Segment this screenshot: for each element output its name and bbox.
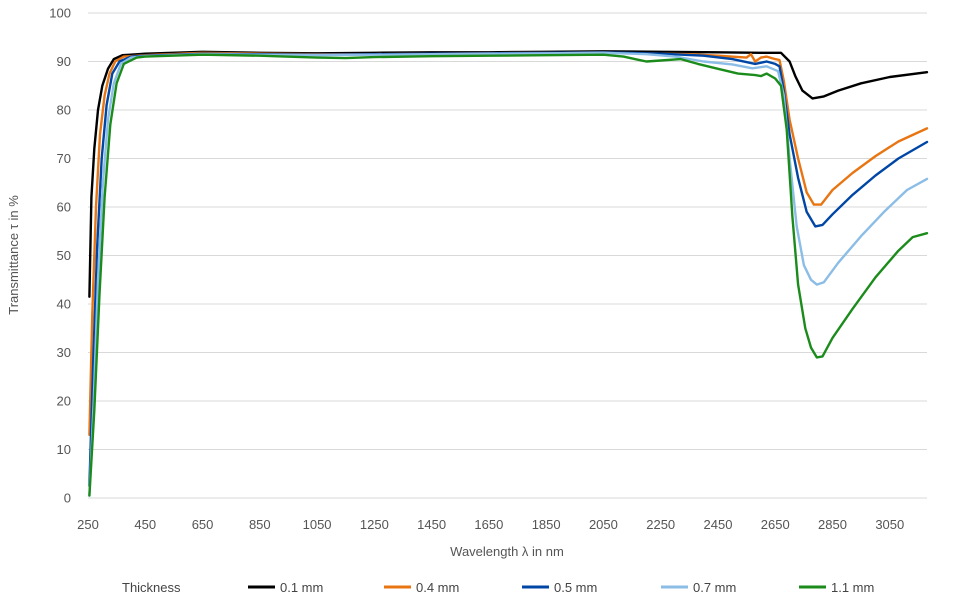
legend-label: 0.4 mm xyxy=(416,580,459,595)
x-tick-label: 3050 xyxy=(875,517,904,532)
legend: Thickness 0.1 mm 0.4 mm 0.5 mm 0.7 mm 1.1 mm xyxy=(122,580,874,595)
x-tick-label: 1650 xyxy=(474,517,503,532)
series-layer xyxy=(88,50,929,497)
axis-layer: 0 10 20 30 40 50 60 70 80 90 100 250 450 650 850 1050 12… xyxy=(49,6,904,533)
y-tick-label: 60 xyxy=(57,200,71,215)
x-tick-label: 1850 xyxy=(532,517,561,532)
y-tick-label: 20 xyxy=(57,394,71,409)
x-tick-label: 1450 xyxy=(417,517,446,532)
x-tick-label: 250 xyxy=(77,517,99,532)
series-line-4 xyxy=(88,51,929,497)
y-tick-label: 80 xyxy=(57,103,71,118)
series-line-3 xyxy=(88,51,929,488)
x-tick-label: 2650 xyxy=(761,517,790,532)
y-tick-label: 90 xyxy=(57,54,71,69)
y-tick-label: 100 xyxy=(49,6,71,21)
legend-label: 0.7 mm xyxy=(693,580,736,595)
x-tick-label: 1050 xyxy=(303,517,332,532)
y-tick-label: 0 xyxy=(64,491,71,506)
x-tick-label: 1250 xyxy=(360,517,389,532)
legend-label: 1.1 mm xyxy=(831,580,874,595)
legend-label: 0.5 mm xyxy=(554,580,597,595)
legend-label: 0.1 mm xyxy=(280,580,323,595)
x-tick-label: 650 xyxy=(192,517,214,532)
x-tick-label: 2050 xyxy=(589,517,618,532)
y-tick-label: 30 xyxy=(57,345,71,360)
x-axis-title: Wavelength λ in nm xyxy=(450,544,564,559)
x-tick-label: 2850 xyxy=(818,517,847,532)
y-tick-label: 40 xyxy=(57,297,71,312)
y-tick-label: 70 xyxy=(57,151,71,166)
y-tick-label: 50 xyxy=(57,248,71,263)
series-line-5 xyxy=(88,53,929,497)
x-tick-label: 2450 xyxy=(704,517,733,532)
y-tick-label: 10 xyxy=(57,442,71,457)
x-tick-label: 450 xyxy=(134,517,156,532)
x-tick-label: 850 xyxy=(249,517,271,532)
x-tick-label: 2250 xyxy=(646,517,675,532)
grid-layer xyxy=(88,12,927,499)
legend-title: Thickness xyxy=(122,580,181,595)
y-axis-title: Transmittance τ in % xyxy=(6,195,21,315)
